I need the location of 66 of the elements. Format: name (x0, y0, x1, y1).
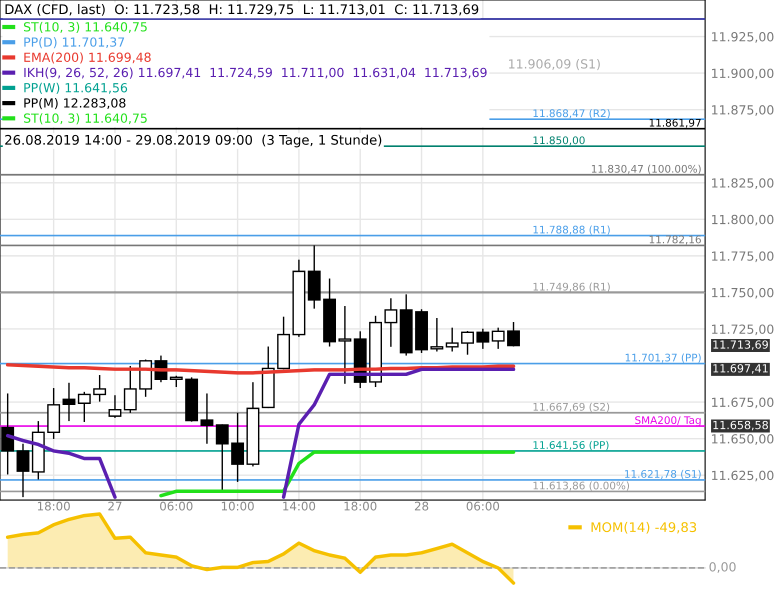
ref-line-label: 0,00 (709, 562, 736, 573)
ref-line-label: 11.667,69 (S2) (534, 402, 610, 412)
text: 11.713,69 (713, 340, 768, 350)
candlestick (492, 326, 505, 350)
x-tick-label: 06:00 (466, 502, 500, 511)
x-tick-label: 10:00 (222, 502, 254, 511)
candlestick (476, 328, 490, 350)
legend-label: ST(10, 3) 11.640,75 (24, 113, 147, 124)
y-tick-label: 11.675,00 (712, 398, 774, 408)
y-tick-label: 11.750,00 (712, 288, 774, 299)
legend-label: MOM(14) -49,83 (592, 522, 696, 534)
ref-line-label: 11.788,88 (R1) (534, 226, 610, 235)
line-series (159, 450, 516, 498)
legend-label: PP(W) 11.641,56 (24, 82, 128, 94)
ref-line-label: 11.830,47 (100.00%) (592, 164, 701, 174)
candlestick (384, 298, 398, 348)
candlestick (124, 365, 137, 414)
y-tick-label: 11.800,00 (712, 214, 774, 226)
y-tick-label: 11.650,00 (712, 434, 774, 445)
ref-line-label: 11.850,00 (534, 136, 585, 146)
ref-line-label: 11.641,56 (PP) (534, 440, 608, 450)
text: 11.658,58 (713, 420, 768, 430)
candlestick (461, 330, 474, 356)
x-tick-label: 27 (108, 502, 122, 510)
ref-line-label: 11.613,86 (0.00%) (534, 481, 630, 491)
x-tick-label: 18:00 (344, 502, 376, 511)
legend-label: EMA(200) 11.699,48 (24, 52, 151, 64)
x-tick-label: 06:00 (160, 502, 193, 511)
legend-label: PP(M) 12.283,08 (24, 98, 126, 110)
legend-label: PP(D) 11.701,37 (24, 37, 124, 48)
candlestick (430, 317, 444, 352)
text: 11.697,41 (713, 364, 768, 374)
ref-line-label: 11.782,16 (650, 236, 701, 244)
y-tick-label: 11.775,00 (712, 251, 774, 262)
annotation: 11.906,09 (S1) (509, 58, 600, 70)
candlestick (446, 326, 459, 352)
candlestick (231, 412, 244, 483)
text: 26.08.2019 14:00 - 29.08.2019 09:00 (3 Tage, 1 Stunde) (5, 134, 382, 148)
y-tick-label: 11.925,00 (712, 32, 774, 43)
candlestick (200, 392, 214, 444)
chart-title: DAX (CFD, last) O: 11.723,58 H: 11.729,75 L: 11.713,01 C: 11.713,69 (6, 4, 478, 16)
ref-line-label: 11.749,86 (R1) (534, 282, 610, 292)
candlestick (216, 424, 229, 492)
candlestick (16, 443, 30, 498)
legend-label: ST(10, 3) 11.640,75 (24, 22, 147, 34)
y-tick-label: 11.625,00 (712, 470, 774, 482)
candlestick (507, 321, 520, 348)
candlestick (93, 374, 106, 402)
ref-line-label: SMA200/ Tag (635, 416, 701, 426)
ref-line-label: 11.868,47 (R2) (534, 109, 610, 118)
candlestick (170, 375, 183, 388)
candlestick (108, 394, 122, 419)
legend-label: IKH(9, 26, 52, 26) 11.697,41 11.724,59 11.711,00 11.631,04 11.713,69 (24, 68, 487, 79)
ref-line-label: 11.861,97 (650, 118, 701, 128)
candlestick (338, 305, 352, 384)
candlestick (62, 382, 76, 422)
y-tick-label: 11.875,00 (712, 105, 774, 116)
x-tick-label: 18:00 (38, 502, 70, 511)
y-tick-label: 11.725,00 (712, 324, 774, 336)
candlestick (78, 391, 91, 423)
ref-line-label: 11.701,37 (PP) (626, 353, 701, 363)
x-tick-label: 14:00 (283, 502, 316, 511)
ref-line-label: 11.621,78 (S1) (625, 470, 701, 480)
x-tick-label: 28 (414, 502, 428, 511)
y-tick-label: 11.900,00 (712, 68, 774, 80)
y-tick-label: 11.825,00 (712, 178, 774, 189)
